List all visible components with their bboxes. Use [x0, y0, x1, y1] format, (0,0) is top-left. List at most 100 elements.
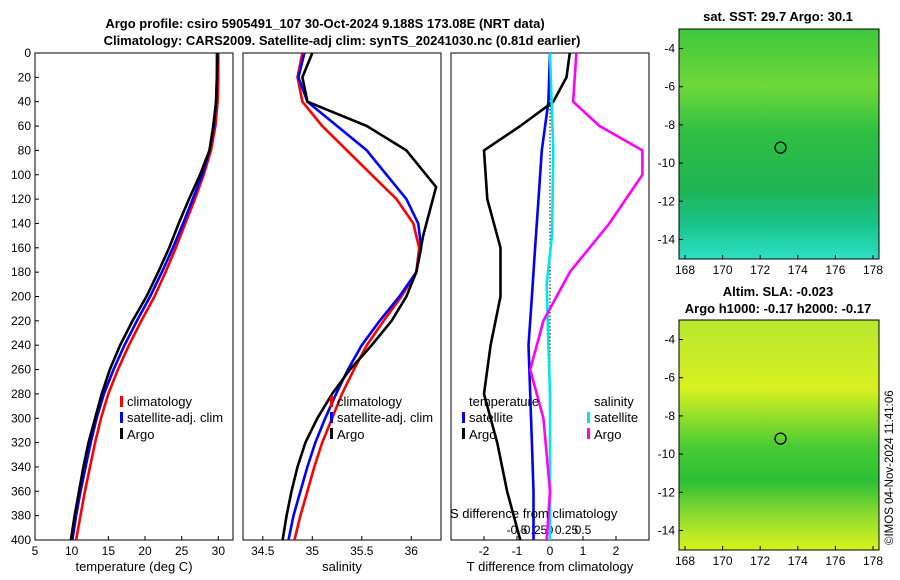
series-argo	[69, 53, 219, 540]
legend-label-salinity: salinity	[594, 394, 634, 409]
t-difference-x-label: T difference from climatology	[467, 559, 634, 574]
series-climatology	[293, 53, 421, 540]
sla-map-title: Altim. SLA: -0.023	[723, 284, 834, 299]
y-tick-label: 260	[11, 363, 31, 377]
temperature-legend: climatology satellite-adj. clim Argo	[120, 394, 223, 442]
sst-map-axes: 168 170 172 174 176 178 -4 -6 -8 -10 -12 -14	[658, 42, 884, 277]
y-tick-label: 180	[11, 265, 31, 279]
series-t-argo	[482, 53, 572, 540]
legend-label-t-argo: Argo	[469, 427, 496, 442]
series-s-satellite	[545, 53, 555, 540]
sst-map-field	[678, 28, 880, 260]
y-tick-label: 60	[18, 119, 32, 133]
y-tick-label: 80	[18, 143, 32, 157]
y-tick-label: 220	[11, 314, 31, 328]
s-difference-label: S difference from climatology	[450, 506, 618, 521]
x-tick-label: 30	[212, 544, 226, 558]
s-tick-label: 0.5	[575, 523, 592, 537]
y-tick-label: 340	[11, 460, 31, 474]
map-y-tick-label: -8	[664, 409, 675, 423]
salinity-series	[281, 53, 438, 540]
x-tick-label: 34.5	[251, 544, 275, 558]
legend-swatch-climatology	[330, 396, 333, 407]
figure-title-line1: Argo profile: csiro 5905491_107 30-Oct-2…	[105, 16, 544, 31]
legend-label-t-satellite: satellite	[469, 410, 513, 425]
x-tick-label: -2	[479, 544, 490, 558]
s-tick-label: 0.25	[555, 523, 579, 537]
x-tick-label: 20	[138, 544, 152, 558]
map-x-tick-label: 168	[675, 554, 695, 568]
x-tick-label: 15	[102, 544, 116, 558]
salinity-axes-frame	[242, 52, 442, 541]
series-climatology	[74, 53, 220, 540]
y-tick-label: 240	[11, 338, 31, 352]
map-x-tick-label: 172	[750, 554, 770, 568]
series-satellite-adj-clim	[287, 53, 423, 540]
map-y-tick-label: -6	[664, 371, 675, 385]
temperature-series	[69, 53, 220, 540]
map-y-tick-label: -4	[664, 333, 675, 347]
legend-swatch-salinity	[587, 396, 590, 407]
y-tick-label: 40	[18, 95, 32, 109]
map-y-tick-label: -6	[664, 80, 675, 94]
y-tick-label: 300	[11, 411, 31, 425]
y-tick-label: 120	[11, 192, 31, 206]
y-tick-label: 360	[11, 484, 31, 498]
legend-swatch-s-argo	[587, 428, 590, 439]
map-y-tick-label: -10	[658, 447, 676, 461]
temperature-x-label: temperature (deg C)	[75, 559, 192, 574]
legend-label-argo: Argo	[337, 427, 364, 442]
map-x-tick-label: 174	[788, 554, 808, 568]
imos-timestamp: ©IMOS 04-Nov-2024 11:41:06	[884, 390, 896, 545]
y-tick-label: 0	[24, 46, 31, 60]
x-tick-label: 5	[32, 544, 39, 558]
sla-map-axes: 168 170 172 174 176 178 -4 -6 -8 -10 -12 -14	[658, 333, 884, 568]
series-s-argo	[528, 53, 644, 540]
y-tick-label: 400	[11, 533, 31, 547]
map-y-tick-label: -14	[658, 523, 676, 537]
legend-swatch-temperature	[462, 396, 465, 407]
sla-map-field	[678, 319, 880, 551]
x-tick-label: 10	[65, 544, 79, 558]
legend-label-climatology: climatology	[337, 394, 403, 409]
legend-label-s-argo: Argo	[594, 427, 621, 442]
sst-argo-location-marker	[774, 141, 787, 154]
map-y-tick-label: -12	[658, 194, 676, 208]
y-tick-label: 380	[11, 509, 31, 523]
sst-map-title: sat. SST: 29.7 Argo: 30.1	[703, 9, 853, 24]
series-t-satellite	[527, 53, 552, 540]
legend-label-argo: Argo	[127, 427, 154, 442]
legend-label-satellite-adj: satellite-adj. clim	[127, 410, 223, 425]
y-tick-label: 320	[11, 436, 31, 450]
map-y-tick-label: -8	[664, 118, 675, 132]
y-tick-label: 200	[11, 290, 31, 304]
map-x-tick-label: 174	[788, 263, 808, 277]
y-tick-label: 280	[11, 387, 31, 401]
x-tick-label: 36	[405, 544, 419, 558]
y-tick-label: 140	[11, 216, 31, 230]
x-tick-label: 35.5	[350, 544, 374, 558]
legend-swatch-t-argo	[462, 428, 465, 439]
sst-map-panel: sat. SST: 29.7 Argo: 30.1 168 170 172 174 17…	[658, 9, 884, 277]
difference-series	[482, 53, 644, 540]
legend-swatch-satellite-adj	[120, 412, 123, 423]
x-tick-label: -1	[512, 544, 523, 558]
series-argo	[281, 53, 438, 540]
map-y-tick-label: -12	[658, 485, 676, 499]
y-tick-label: 100	[11, 168, 31, 182]
sla-map-panel: Altim. SLA: -0.023 Argo h1000: -0.17 h20…	[658, 284, 884, 568]
x-tick-label: 2	[613, 544, 620, 558]
figure-title-line2: Climatology: CARS2009. Satellite-adj cli…	[104, 33, 581, 48]
sla-argo-location-marker	[774, 432, 787, 445]
x-tick-label: 35	[306, 544, 320, 558]
map-y-tick-label: -10	[658, 156, 676, 170]
salinity-panel: 34.5 35 35.5 36 climatology satellite-adj. …	[242, 52, 442, 574]
x-tick-label: 0	[547, 544, 554, 558]
temperature-panel: 0 20 40 60 80 100 120 140 160 180 200 220 240 260 280 3…	[11, 46, 455, 574]
y-tick-label: 160	[11, 241, 31, 255]
map-y-tick-label: -14	[658, 232, 676, 246]
map-x-tick-label: 168	[675, 263, 695, 277]
depth-axis: 0 20 40 60 80 100 120 140 160 180 200 220 240 260 280 3…	[11, 46, 455, 547]
temperature-x-axis: 5 10 15 20 25 30	[32, 536, 226, 558]
